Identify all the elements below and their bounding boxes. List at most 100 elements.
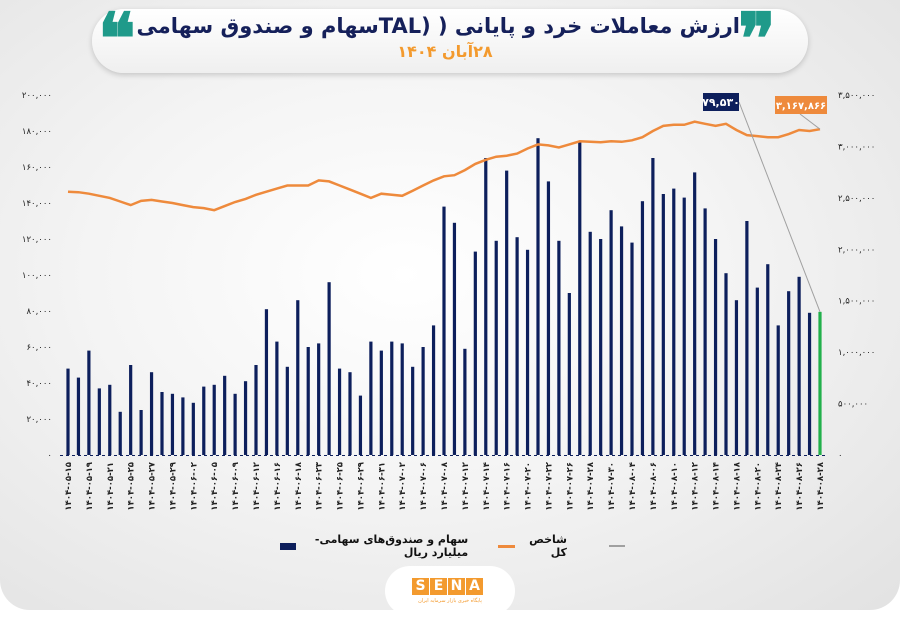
left-axis-tick-label: ۸۰,۰۰۰ <box>26 307 52 317</box>
logo-letter: N <box>448 578 465 595</box>
chart-subtitle: ۲۸آبان ۱۴۰۴ <box>397 42 493 61</box>
bar <box>243 381 248 455</box>
bar <box>212 384 216 455</box>
bar <box>505 170 509 455</box>
x-axis-tick-label: ۱۴۰۴-۰۸-۱۲ <box>691 461 701 510</box>
left-axis-tick-label: ۲۰,۰۰۰ <box>26 415 52 425</box>
bar <box>807 312 812 455</box>
x-axis-tick-label: ۱۴۰۴-۰۸-۰۴ <box>628 462 638 511</box>
bar <box>400 343 404 455</box>
x-axis-tick-label: ۱۴۰۴-۰۷-۳۰ <box>607 462 617 511</box>
bar <box>693 172 697 455</box>
bar <box>452 222 457 455</box>
legend-label-bars: سهام و صندوق‌های سهامی- میلیارد ریال <box>314 533 469 559</box>
bar <box>734 300 739 455</box>
line-annotation-label: ۳,۱۶۷,۸۶۶ <box>776 101 826 112</box>
legend: شاخص کل سهام و صندوق‌های سهامی- میلیارد … <box>280 533 625 559</box>
bar-annotation-box <box>703 93 739 111</box>
x-axis-tick-label: ۱۴۰۴-۰۶-۲۹ <box>356 461 366 510</box>
x-axis-tick-label: ۱۴۰۴-۰۵-۲۷ <box>148 461 158 510</box>
bar <box>129 365 133 455</box>
left-axis-tick-label: ۱۲۰,۰۰۰ <box>22 235 52 245</box>
logo-letter: S <box>412 578 429 595</box>
bar <box>599 239 603 455</box>
right-axis: ۰ ۵۰۰,۰۰۰ ۱,۰۰۰,۰۰۰ ۱,۵۰۰,۰۰۰ ۲,۰۰۰,۰۰۰ ۲,۵۰۰… <box>838 91 875 461</box>
bar <box>358 395 363 455</box>
left-axis-tick-label: ۱۸۰,۰۰۰ <box>22 127 52 137</box>
left-axis-tick-label: ۲۰۰,۰۰۰ <box>22 91 52 101</box>
left-axis-tick-label: ۱۴۰,۰۰۰ <box>22 199 52 209</box>
bar <box>630 242 634 455</box>
x-axis-tick-label: ۱۴۰۴-۰۶-۰۹ <box>231 461 241 510</box>
x-axis-tick-label: ۱۴۰۴-۰۶-۰۵ <box>210 462 220 511</box>
right-axis-tick-label: ۲,۵۰۰,۰۰۰ <box>838 194 875 204</box>
bar <box>546 181 551 455</box>
x-axis-tick-label: ۱۴۰۴-۰۷-۰۸ <box>440 461 450 510</box>
right-axis-tick-label: ۲,۰۰۰,۰۰۰ <box>838 245 875 255</box>
x-axis-tick-label: ۱۴۰۴-۰۶-۳۱ <box>377 462 387 511</box>
bar <box>661 194 665 455</box>
bar <box>442 206 446 455</box>
bar <box>703 208 707 455</box>
bar <box>787 291 791 455</box>
bar <box>76 377 81 455</box>
bar <box>651 158 655 455</box>
x-axis-tick-label: ۱۴۰۴-۰۵-۱۵ <box>64 462 74 511</box>
bar <box>285 366 289 455</box>
x-axis-tick-label: ۱۴۰۴-۰۸-۱۰ <box>670 462 680 511</box>
x-axis-tick-label: ۱۴۰۴-۰۷-۰۲ <box>398 461 408 510</box>
bar <box>567 293 571 455</box>
bar <box>515 237 519 455</box>
x-axis-tick-label: ۱۴۰۴-۰۶-۰۲ <box>189 461 199 510</box>
logo-letter: A <box>466 578 483 595</box>
bar <box>379 350 383 455</box>
x-axis-tick-label: ۱۴۰۴-۰۶-۲۳ <box>315 461 325 510</box>
bar <box>390 341 394 455</box>
bar <box>463 348 467 455</box>
bar <box>755 287 759 455</box>
bar <box>66 368 70 455</box>
title-banner <box>92 9 808 73</box>
bar <box>118 411 122 455</box>
x-axis-tick-label: ۱۴۰۴-۰۵-۱۹ <box>85 461 95 510</box>
legend-swatch-bars <box>280 542 297 550</box>
left-axis-tick-label: ۰ <box>47 451 52 461</box>
x-axis-tick-label: ۱۴۰۴-۰۷-۲۰ <box>524 462 534 511</box>
x-axis-tick-label: ۱۴۰۴-۰۸-۱۸ <box>732 461 742 510</box>
legend-swatch-gray <box>608 545 625 547</box>
x-axis-tick-label: ۱۴۰۴-۰۷-۲۲ <box>544 461 554 510</box>
x-axis-tick-label: ۱۴۰۴-۰۶-۲۵ <box>336 462 346 511</box>
right-axis-tick-label: ۳,۵۰۰,۰۰۰ <box>838 91 875 101</box>
left-axis: ۰ ۲۰,۰۰۰ ۴۰,۰۰۰ ۶۰,۰۰۰ ۸۰,۰۰۰ ۱۰۰,۰۰۰ ۱۲۰,۰۰۰ ۱… <box>22 91 52 461</box>
bar <box>160 392 164 455</box>
bar <box>525 249 530 455</box>
bar <box>306 347 310 455</box>
x-axis-tick-label: ۱۴۰۴-۰۷-۲۶ <box>565 462 575 511</box>
x-axis-tick-label: ۱۴۰۴-۰۷-۰۶ <box>419 462 429 511</box>
x-axis-tick-label: ۱۴۰۴-۰۸-۲۴ <box>774 462 784 511</box>
x-axis-tick-label: ۱۴۰۴-۰۵-۲۵ <box>127 462 137 511</box>
bar <box>588 231 592 455</box>
quote-open-icon: ❝ <box>98 0 136 80</box>
bar <box>348 372 352 455</box>
right-axis-tick-label: ۱,۵۰۰,۰۰۰ <box>838 297 875 307</box>
right-axis-tick-label: ۵۰۰,۰۰۰ <box>838 400 868 410</box>
bar <box>254 365 258 455</box>
left-axis-tick-label: ۱۶۰,۰۰۰ <box>22 163 52 173</box>
left-axis-tick-label: ۱۰۰,۰۰۰ <box>22 271 52 281</box>
bar-annotation-leader <box>738 101 821 313</box>
bar <box>640 201 645 455</box>
bar <box>797 276 801 455</box>
x-axis-tick-label: ۱۴۰۴-۰۵-۲۹ <box>168 461 178 510</box>
bar <box>672 188 676 455</box>
bar <box>724 273 728 455</box>
bar <box>87 350 91 455</box>
bar <box>181 397 185 455</box>
bar <box>202 386 206 455</box>
line-annotation-leader <box>799 113 821 130</box>
legend-swatch-index <box>498 544 515 548</box>
x-axis-tick-label: ۱۴۰۴-۰۸-۰۶ <box>649 462 659 511</box>
bar <box>223 375 227 455</box>
x-axis-labels: ۱۴۰۴-۰۵-۱۵ ۱۴۰۴-۰۵-۱۹ ۱۴۰۴-۰۵-۲۱ ۱۴۰۴-۰۵-۲۵… <box>64 461 826 510</box>
